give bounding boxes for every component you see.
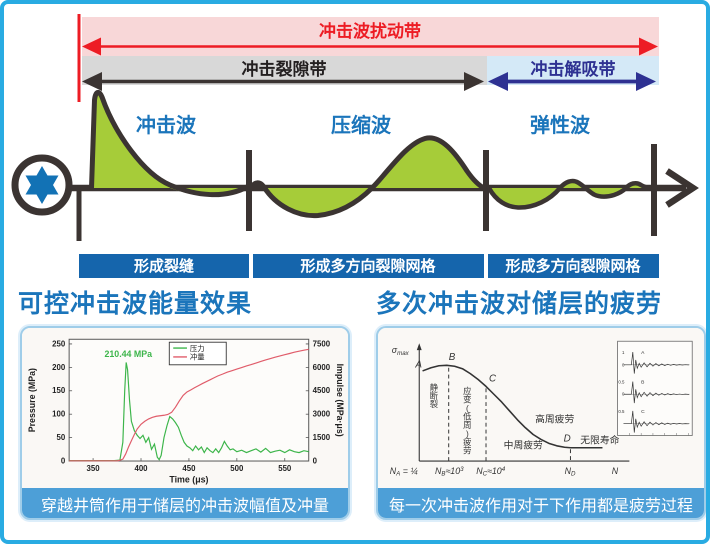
svg-text:Time (μs): Time (μs) (169, 475, 208, 485)
disturbance-zone-label: 冲击波扰动带 (319, 21, 421, 41)
svg-text:200: 200 (52, 363, 66, 372)
stage-bar-3-label: 形成多方向裂隙网格 (505, 257, 641, 275)
compression-wave-shape (248, 135, 487, 219)
svg-text:冲量: 冲量 (190, 353, 205, 362)
elastic-wave-shape (486, 178, 658, 210)
pressure-impulse-chart: 350 400 450 500 550 0 50 100 150 200 250 0 1500 3000 4… (22, 328, 348, 488)
disturbance-zone-band (82, 17, 659, 56)
svg-text:0: 0 (622, 362, 625, 367)
svg-text:压力: 压力 (190, 344, 205, 353)
svg-text:450: 450 (182, 464, 196, 473)
svg-text:50: 50 (56, 433, 65, 442)
svg-text:应变(低周)疲劳: 应变(低周)疲劳 (463, 386, 472, 455)
svg-text:高周疲劳: 高周疲劳 (535, 413, 574, 426)
svg-text:1500: 1500 (313, 433, 331, 442)
shock-wave-label: 冲击波 (136, 113, 197, 137)
svg-text:静断裂: 静断裂 (430, 382, 439, 409)
svg-text:210.44 MPa: 210.44 MPa (104, 349, 152, 359)
svg-text:D: D (564, 433, 571, 444)
stage-bar-1-label: 形成裂缝 (134, 257, 194, 275)
svg-text:NB≈103: NB≈103 (435, 466, 464, 478)
stage-bar-1 (79, 254, 249, 278)
svg-text:400: 400 (134, 464, 148, 473)
svg-text:N: N (612, 466, 619, 476)
source-point (11, 154, 73, 216)
svg-text:7500: 7500 (313, 339, 331, 348)
svg-text:6000: 6000 (313, 363, 331, 372)
svg-text:500: 500 (230, 464, 244, 473)
left-section-title: 可控冲击波能量效果 (18, 290, 253, 318)
pressure-impulse-panel: 350 400 450 500 550 0 50 100 150 200 250 0 1500 3000 4… (20, 326, 350, 520)
svg-text:ND: ND (565, 466, 576, 478)
stage-bars: 形成裂缝 形成多方向裂隙网格 形成多方向裂隙网格 (79, 254, 659, 278)
svg-text:B: B (449, 352, 456, 363)
origin-line (77, 14, 81, 102)
desorption-zone-label: 冲击解吸带 (531, 59, 616, 79)
svg-text:Impulse (MPa·μs): Impulse (MPa·μs) (335, 364, 345, 437)
elastic-wave-label: 弹性波 (530, 113, 591, 137)
svg-text:100: 100 (52, 410, 66, 419)
svg-text:550: 550 (278, 464, 292, 473)
svg-text:0: 0 (313, 456, 318, 465)
svg-text:中周疲劳: 中周疲劳 (504, 438, 543, 451)
svg-text:σmax: σmax (392, 345, 410, 357)
right-panel-caption: 每一次冲击波作用对于下作用都是疲劳过程 (378, 488, 704, 518)
stage-bar-3 (488, 254, 659, 278)
svg-text:NA = ¼: NA = ¼ (390, 466, 419, 478)
svg-text:150: 150 (52, 386, 66, 395)
disturbance-zone-arrow (82, 37, 658, 56)
section-titles: 可控冲击波能量效果 多次冲击波对储层的疲劳 (4, 284, 706, 320)
stage-bar-2-label: 形成多方向裂隙网格 (300, 257, 436, 275)
fracture-zone-arrow (82, 72, 484, 91)
fatigue-curve-chart: σmax A B C D 静断裂 应变(低周)疲劳中周疲劳 高周疲劳 无限寿命 NA = ¼ NB≈… (378, 328, 704, 488)
svg-text:0: 0 (622, 392, 625, 397)
shock-wave-shape (89, 90, 251, 198)
svg-text:0: 0 (61, 456, 66, 465)
svg-text:C: C (489, 373, 497, 384)
compression-wave-label: 压缩波 (331, 113, 392, 137)
svg-text:0.5: 0.5 (618, 409, 625, 414)
svg-text:NC≈104: NC≈104 (476, 466, 506, 478)
fatigue-curve-panel: σmax A B C D 静断裂 应变(低周)疲劳中周疲劳 高周疲劳 无限寿命 NA = ¼ NB≈… (376, 326, 706, 520)
svg-text:3000: 3000 (313, 410, 331, 419)
right-section-title: 多次冲击波对储层的疲劳 (376, 290, 663, 318)
svg-text:无限寿命: 无限寿命 (580, 433, 619, 446)
shockwave-zone-diagram: 冲击波扰动带 冲击裂隙带 冲击解吸带 (11, 14, 699, 278)
stage-bar-2 (253, 254, 484, 278)
svg-text:4500: 4500 (313, 386, 331, 395)
svg-text:A: A (641, 350, 645, 356)
svg-text:0.5: 0.5 (618, 379, 625, 384)
svg-text:C: C (641, 409, 645, 415)
svg-text:350: 350 (87, 464, 101, 473)
fracture-zone-label: 冲击裂隙带 (242, 59, 327, 79)
figure-panels: 350 400 450 500 550 0 50 100 150 200 250 0 1500 3000 4… (4, 326, 706, 520)
desorption-zone-arrow (488, 72, 656, 91)
svg-text:A: A (414, 360, 422, 371)
svg-text:1: 1 (622, 350, 625, 355)
left-panel-caption: 穿越井筒作用于储层的冲击波幅值及冲量 (22, 488, 348, 518)
svg-text:Pressure (MPa): Pressure (MPa) (27, 368, 37, 432)
svg-text:250: 250 (52, 339, 66, 348)
star-icon (25, 166, 59, 204)
svg-text:B: B (641, 379, 644, 385)
